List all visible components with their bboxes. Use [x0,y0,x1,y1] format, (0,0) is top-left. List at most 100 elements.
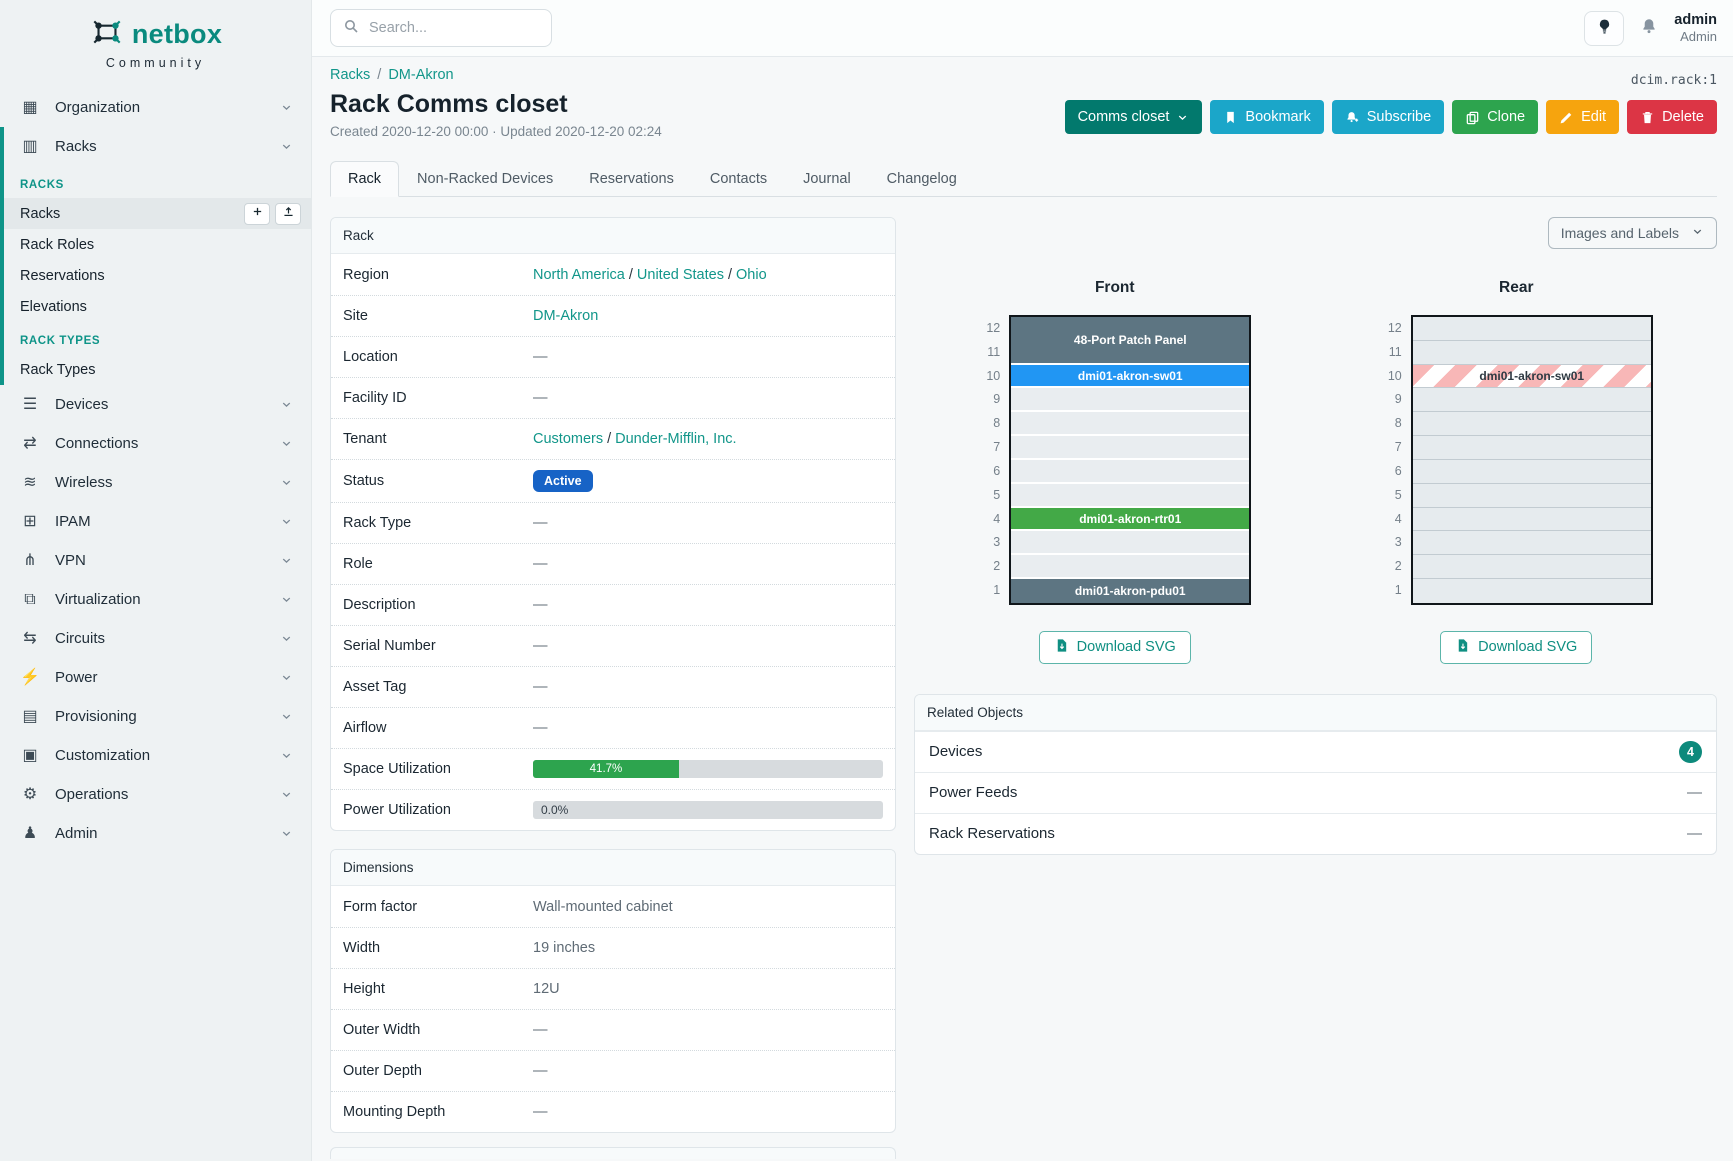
sidebar-item-ipam[interactable]: ⊞ IPAM [0,502,311,541]
sidebar-section-header: RACK TYPES [20,335,101,347]
notifications-bell-icon[interactable] [1640,17,1658,40]
vpn-icon: ⋔ [23,551,37,569]
sidebar-item-operations[interactable]: ⚙ Operations [0,775,311,814]
sidebar-item-provisioning[interactable]: ▤ Provisioning [0,697,311,736]
delete-button[interactable]: Delete [1627,100,1717,134]
tab-reservations[interactable]: Reservations [589,171,674,187]
front-elevation: Front 12 11 10 9 8 7 6 5 4 3 2 1 48-Port Patch Pane… [914,279,1316,664]
rack-elevations: Front 12 11 10 9 8 7 6 5 4 3 2 1 48-Port Patch Pane… [914,279,1717,664]
customization-icon: ▣ [22,746,38,764]
attr-link-united-states[interactable]: United States [636,266,724,283]
related-row-devices[interactable]: Devices 4 [915,730,1716,772]
rack-device-dmi01-akron-sw01[interactable]: dmi01-akron-sw01 [1011,364,1250,389]
clone-button[interactable]: Clone [1452,100,1539,134]
rack-device-dmi01-akron-pdu01[interactable]: dmi01-akron-pdu01 [1011,579,1250,603]
rack-slot-empty-u7[interactable] [1412,436,1651,460]
rack-slot-empty-u2[interactable] [1011,555,1250,580]
attr-link-ohio[interactable]: Ohio [736,266,767,283]
sidebar-item-power[interactable]: ⚡ Power [0,658,311,697]
rack-slot-empty-u8[interactable] [1412,412,1651,437]
unit-number: 1 [993,583,1001,598]
brand-tagline: Community [105,56,206,70]
sidebar-item-virtualization[interactable]: ⧉ Virtualization [0,580,311,619]
chevron-down-icon [280,101,293,114]
main-area: admin Admin Racks / DM-Akron Rack Comms cl… [312,0,1733,1161]
sidebar-item-racks[interactable]: ▥ Racks [4,127,311,166]
rack-device-dmi01-akron-rtr01[interactable]: dmi01-akron-rtr01 [1011,507,1250,532]
rack-slot-empty-u11[interactable] [1412,340,1651,365]
chevron-down-icon [280,632,293,645]
tab-non-racked-devices[interactable]: Non-Racked Devices [417,171,554,187]
related-row-rack-reservations[interactable]: Rack Reservations — [915,812,1716,854]
theme-lightbulb-button[interactable] [1584,10,1625,46]
tab-rack[interactable]: Rack [330,161,400,197]
unit-number: 3 [993,535,1001,550]
attr-link-dunder-mifflin-inc[interactable]: Dunder-Mifflin, Inc. [615,431,737,447]
unit-number: 1 [1394,583,1402,598]
rack-slot-empty-u8[interactable] [1011,412,1250,437]
sidebar-item-admin[interactable]: ♟ Admin [0,814,311,853]
rear-rack: dmi01-akron-sw01 [1410,315,1653,605]
sidebar-item-circuits[interactable]: ⇆ Circuits [0,619,311,658]
attr-row-role: Role — [331,543,895,584]
attr-row-height: Height 12U [331,968,895,1009]
rack-slot-empty-u9[interactable] [1011,388,1250,413]
bookmark-button[interactable]: Bookmark [1210,100,1324,134]
sidebar-item-devices[interactable]: ☰ Devices [0,385,311,424]
related-row-power-feeds[interactable]: Power Feeds — [915,771,1716,813]
sidebar-item-connections[interactable]: ⇄ Connections [0,424,311,463]
rack-slot-empty-u6[interactable] [1011,459,1250,484]
rear-download-svg-button[interactable]: Download SVG [1440,630,1593,664]
related-objects-title: Related Objects [915,694,1716,731]
add-rack-button[interactable] [244,202,270,225]
rack-slot-empty-u9[interactable] [1412,388,1651,413]
user-menu[interactable]: admin Admin [1674,12,1717,45]
chevron-down-icon [1176,111,1189,124]
rack-device-48-port-patch-panel[interactable]: 48-Port Patch Panel [1011,317,1250,365]
sidebar-subitem-reservations[interactable]: Reservations [20,267,105,284]
search-input[interactable] [369,20,539,36]
sidebar-item-customization[interactable]: ▣ Customization [0,736,311,775]
unit-number: 6 [1394,463,1402,478]
attr-link-customers[interactable]: Customers [533,431,604,447]
brand[interactable]: netbox Community [0,0,311,74]
rack-slot-empty-u2[interactable] [1412,555,1651,580]
tab-contacts[interactable]: Contacts [709,171,768,187]
tab-changelog[interactable]: Changelog [886,171,957,187]
tab-journal[interactable]: Journal [803,171,851,187]
front-download-svg-button[interactable]: Download SVG [1038,630,1191,664]
subscribe-button[interactable]: Subscribe [1331,100,1445,134]
sidebar-subitem-rack-types[interactable]: Rack Types [20,361,96,378]
edit-button[interactable]: Edit [1546,100,1620,134]
rack-slot-empty-u12[interactable] [1412,317,1651,341]
rack-device-dmi01-akron-sw01[interactable]: dmi01-akron-sw01 [1412,364,1651,389]
rack-slot-empty-u5[interactable] [1412,483,1651,508]
comms-closet-button[interactable]: Comms closet [1064,100,1203,134]
import-racks-button[interactable] [275,202,301,225]
organization-icon: ▦ [22,98,38,116]
unit-number: 4 [1394,511,1402,526]
chevron-down-icon [280,476,293,489]
rack-slot-empty-u4[interactable] [1412,507,1651,532]
sidebar-item-wireless[interactable]: ≋ Wireless [0,463,311,502]
rack-slot-empty-u7[interactable] [1011,436,1250,460]
elevation-view-label: Images and Labels [1560,225,1679,241]
rack-slot-empty-u3[interactable] [1011,531,1250,556]
sidebar-subitem-racks[interactable]: Racks [4,198,311,229]
sidebar-item-organization[interactable]: ▦ Organization [0,88,311,127]
sidebar-item-vpn[interactable]: ⋔ VPN [0,541,311,580]
attr-link-north-america[interactable]: North America [533,266,625,283]
unit-number: 6 [993,463,1001,478]
elevation-view-select[interactable]: Images and Labels [1547,217,1717,249]
breadcrumb-site-link[interactable]: DM-Akron [388,67,454,83]
rack-slot-empty-u6[interactable] [1412,459,1651,484]
sidebar-subitem-rack-roles[interactable]: Rack Roles [20,236,95,253]
rack-slot-empty-u1[interactable] [1412,579,1651,603]
rack-slot-empty-u5[interactable] [1011,483,1250,508]
count-badge: 4 [1679,740,1702,763]
unit-number: 12 [986,321,1001,335]
rack-slot-empty-u3[interactable] [1412,531,1651,556]
sidebar-subitem-elevations[interactable]: Elevations [20,298,87,315]
breadcrumb-racks-link[interactable]: Racks [330,67,371,83]
attr-link-dm-akron[interactable]: DM-Akron [533,308,599,324]
